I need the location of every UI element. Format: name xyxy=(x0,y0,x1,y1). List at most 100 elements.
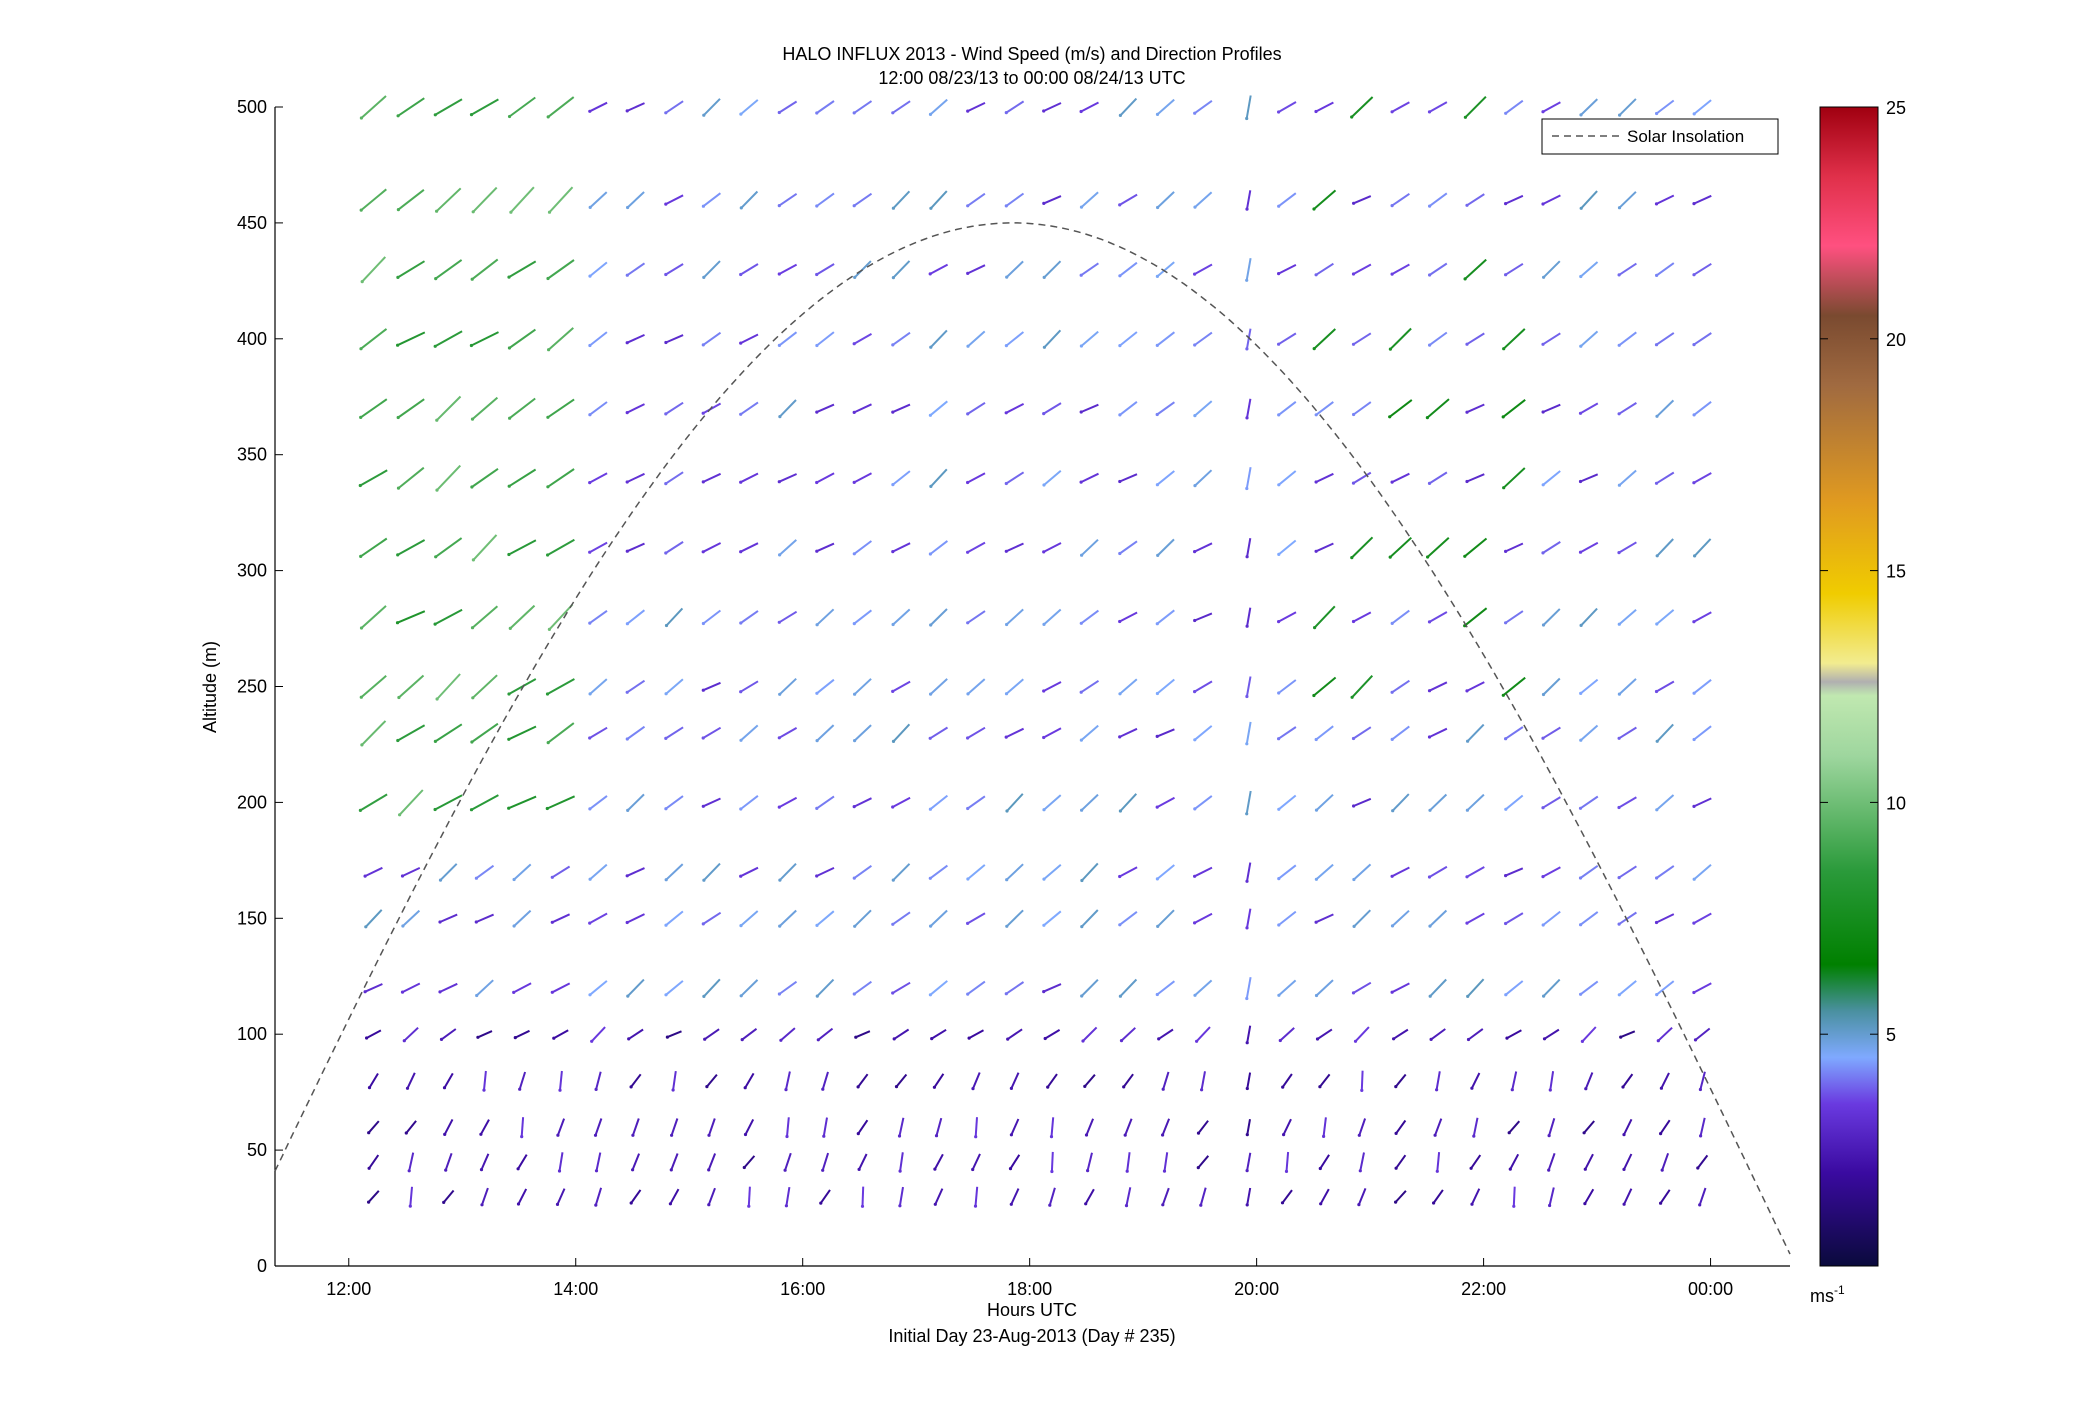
wind-vector xyxy=(1119,866,1138,878)
wind-vector-base xyxy=(1118,994,1122,998)
wind-vector xyxy=(892,723,911,743)
y-tick-label: 250 xyxy=(237,677,267,697)
wind-vector-base xyxy=(1314,808,1319,812)
wind-vector-base xyxy=(1318,1085,1322,1089)
wind-vector xyxy=(1156,796,1175,808)
wind-vector xyxy=(1429,793,1448,812)
wind-vector xyxy=(1693,725,1712,741)
wind-vector-base xyxy=(1118,619,1122,624)
wind-vector-base xyxy=(777,736,781,740)
wind-vector xyxy=(1156,909,1175,928)
wind-vector xyxy=(551,865,571,879)
wind-vector xyxy=(508,328,536,349)
wind-vector-base xyxy=(1245,207,1249,211)
wind-vector xyxy=(1502,399,1526,418)
wind-vector xyxy=(1199,1187,1207,1206)
wind-vector-base xyxy=(1245,278,1249,282)
wind-vector-base xyxy=(815,204,819,208)
wind-vector xyxy=(1194,542,1213,553)
wind-vector-base xyxy=(853,924,857,928)
wind-vector xyxy=(406,1072,416,1089)
wind-vector-base xyxy=(1193,343,1197,347)
wind-vector xyxy=(779,399,797,418)
wind-vector xyxy=(702,681,721,692)
wind-vector-base xyxy=(1123,1133,1127,1137)
wind-vector-base xyxy=(1245,486,1249,491)
wind-vector xyxy=(477,1030,493,1039)
wind-vector-base xyxy=(1278,1038,1282,1043)
wind-vector xyxy=(816,192,835,207)
wind-vector-base xyxy=(929,484,933,488)
wind-vector xyxy=(1124,1118,1133,1136)
wind-vector-base xyxy=(1578,806,1583,810)
wind-vector xyxy=(1391,679,1410,694)
wind-vector-base xyxy=(1391,809,1395,813)
wind-vector-base xyxy=(1579,923,1583,927)
wind-vector-base xyxy=(359,116,363,120)
wind-vector-base xyxy=(1655,808,1659,812)
wind-vector-base xyxy=(1655,554,1659,558)
wind-vector xyxy=(548,186,574,213)
y-tick-label: 350 xyxy=(237,445,267,465)
wind-vector xyxy=(1080,609,1099,625)
wind-vector xyxy=(1080,262,1099,277)
wind-vector-base xyxy=(1692,737,1696,742)
wind-vector xyxy=(1466,473,1485,483)
wind-vector-base xyxy=(1118,113,1122,117)
wind-vector xyxy=(558,1152,564,1172)
wind-vector-base xyxy=(966,344,970,348)
wind-vector-base xyxy=(1004,481,1008,486)
wind-vector-base xyxy=(1048,1203,1052,1207)
wind-vector xyxy=(892,680,911,693)
wind-vector xyxy=(1245,95,1252,119)
wind-vector xyxy=(740,680,759,693)
wind-vector-base xyxy=(1512,1204,1516,1208)
colorbar: 5 10 15 20 25 ms-1 xyxy=(1810,98,1906,1306)
wind-vector-base xyxy=(1042,550,1046,554)
wind-vector xyxy=(1043,260,1062,279)
wind-vector-base xyxy=(778,553,782,557)
wind-vector-base xyxy=(1245,1041,1249,1045)
wind-vector xyxy=(1360,1070,1364,1091)
y-tick-label: 100 xyxy=(237,1024,267,1044)
wind-vector-base xyxy=(701,621,706,626)
wind-vector xyxy=(434,330,463,348)
wind-vector xyxy=(1394,1190,1407,1203)
wind-vector xyxy=(1156,331,1176,347)
wind-vector xyxy=(740,99,759,115)
wind-vector xyxy=(1315,101,1334,113)
wind-vector xyxy=(1278,101,1297,113)
wind-vector-base xyxy=(1193,484,1197,488)
wind-vector xyxy=(702,402,722,415)
wind-vector xyxy=(1580,98,1598,116)
wind-vector xyxy=(439,913,458,923)
wind-vector-base xyxy=(363,874,367,878)
colorbar-tick-label: 15 xyxy=(1886,562,1906,582)
wind-vector-base xyxy=(821,1087,825,1091)
wind-vector xyxy=(665,471,684,485)
wind-vector xyxy=(1050,1151,1054,1172)
wind-vector-base xyxy=(546,276,550,281)
wind-vector xyxy=(1005,678,1024,695)
wind-vector-base xyxy=(1428,273,1432,277)
wind-vector xyxy=(480,1153,490,1171)
wind-vector xyxy=(778,473,798,483)
wind-vector-base xyxy=(1505,1036,1509,1040)
wind-vector-base xyxy=(966,480,970,485)
wind-vector xyxy=(1246,190,1252,210)
wind-vector-base xyxy=(1118,344,1122,348)
wind-vector-base xyxy=(588,205,592,209)
wind-vector-base xyxy=(966,271,970,275)
wind-vector xyxy=(626,609,646,625)
wind-vector-base xyxy=(891,878,895,882)
wind-vector xyxy=(1279,1027,1295,1042)
wind-vector-base xyxy=(1155,691,1159,696)
wind-vector-base xyxy=(1617,551,1621,555)
wind-vector xyxy=(626,333,645,344)
wind-vector-base xyxy=(444,1168,448,1172)
wind-vector xyxy=(508,539,537,556)
wind-vector-base xyxy=(819,1201,823,1205)
wind-vector-base xyxy=(1080,878,1084,883)
wind-vector-base xyxy=(1351,736,1356,741)
wind-vector xyxy=(1542,608,1561,626)
